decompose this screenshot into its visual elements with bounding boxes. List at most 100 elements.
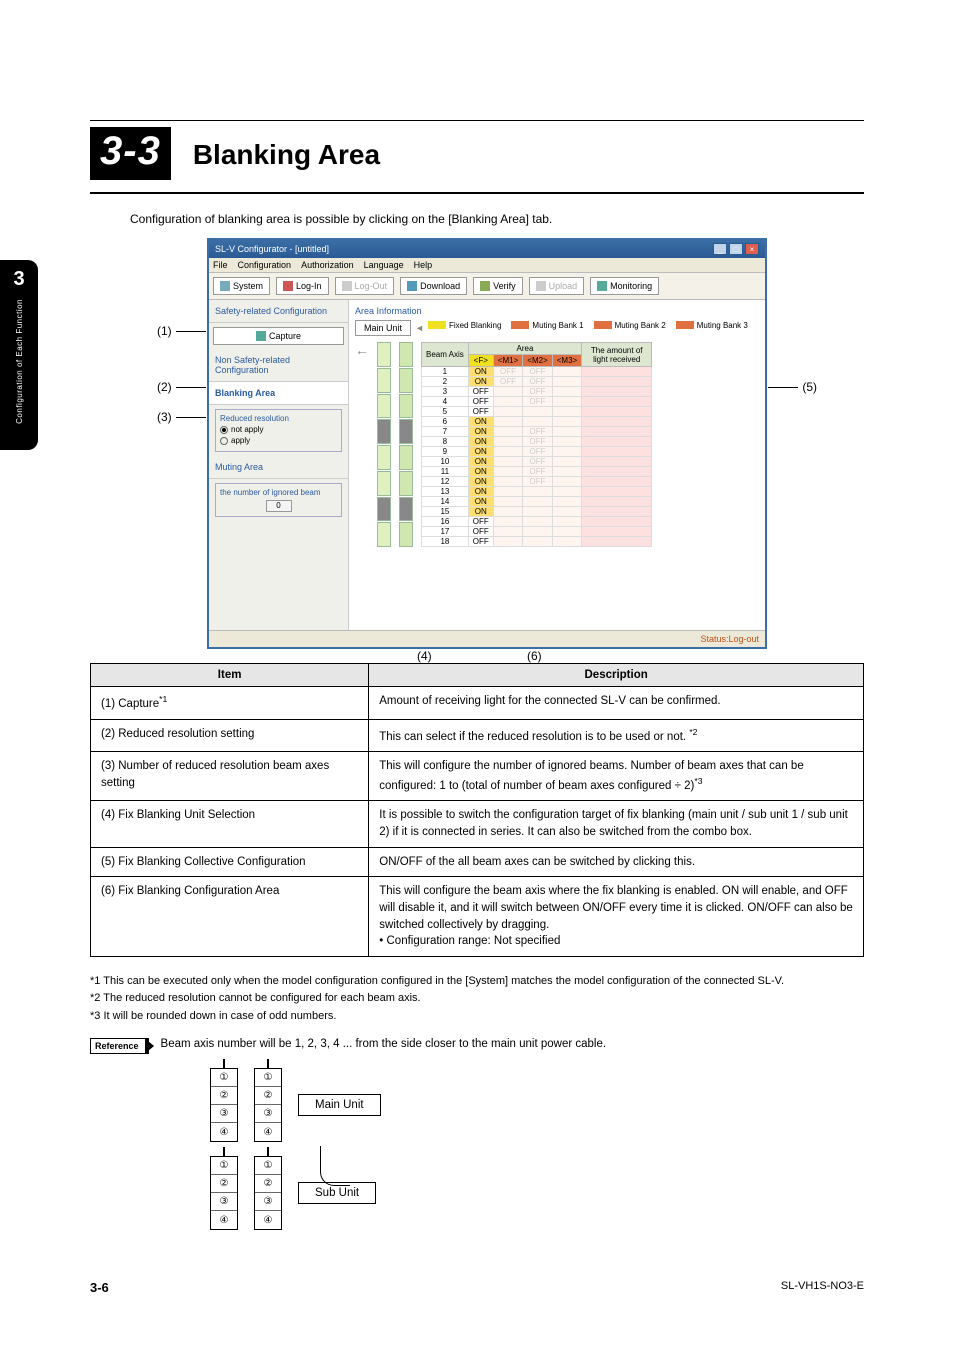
toolbar-monitoring[interactable]: Monitoring — [590, 277, 659, 295]
beam-strip-right — [399, 342, 413, 547]
app-body: Safety-related Configuration Capture Non… — [209, 300, 765, 630]
description-table: Item Description (1) Capture*1Amount of … — [90, 663, 864, 957]
table-row: (5) Fix Blanking Collective Configuratio… — [91, 847, 864, 877]
th-light: The amount of light received — [582, 343, 652, 367]
capture-button[interactable]: Capture — [213, 327, 344, 345]
minimize-icon[interactable]: _ — [713, 243, 727, 255]
radio-apply[interactable]: apply — [220, 436, 337, 445]
beam-row[interactable]: 1ONOFFOFF — [422, 367, 652, 377]
beam-row[interactable]: 7ONOFF — [422, 427, 652, 437]
table-row: (3) Number of reduced resolution beam ax… — [91, 752, 864, 801]
area-info-header: Area Information — [355, 306, 759, 316]
intro-paragraph: Configuration of blanking area is possib… — [130, 212, 864, 226]
callout-2: (2) — [157, 380, 206, 394]
window-title: SL-V Configurator - [untitled] — [215, 244, 329, 254]
menu-authorization[interactable]: Authorization — [301, 260, 354, 270]
main-unit-selector[interactable]: Main Unit — [355, 320, 411, 336]
callout-4: (4) — [417, 649, 432, 663]
ignored-beam-field[interactable]: 0 — [266, 500, 292, 512]
beam-row[interactable]: 8ONOFF — [422, 437, 652, 447]
th-f[interactable]: <F> — [468, 355, 493, 367]
reference-text: Beam axis number will be 1, 2, 3, 4 ... … — [161, 1038, 607, 1050]
footnote-2: *2 The reduced resolution cannot be conf… — [90, 990, 864, 1007]
menu-file[interactable]: File — [213, 260, 228, 270]
menu-configuration[interactable]: Configuration — [238, 260, 292, 270]
legend: Fixed Blanking Muting Bank 1 Muting Bank… — [428, 321, 748, 330]
toolbar-upload[interactable]: Upload — [529, 277, 585, 295]
th-beam-axis: Beam Axis — [422, 343, 469, 367]
window-titlebar: SL-V Configurator - [untitled] _ □ × — [209, 240, 765, 258]
reference-row: Reference Beam axis number will be 1, 2,… — [90, 1038, 864, 1054]
reduced-res-header: Reduced resolution — [220, 414, 337, 423]
beam-row[interactable]: 18OFF — [422, 537, 652, 547]
beam-row[interactable]: 14ON — [422, 497, 652, 507]
series-connection-wire — [320, 1146, 350, 1186]
chapter-side-tab: 3 Configuration of Each Function — [0, 260, 38, 450]
beam-row[interactable]: 11ONOFF — [422, 467, 652, 477]
callout-5: (5) — [768, 380, 817, 394]
section-title: Blanking Area — [193, 139, 380, 171]
screenshot-figure: (1) (2) (3) (5) SL-V Configurator - [unt… — [157, 238, 797, 649]
reduced-resolution-panel: Reduced resolution not apply apply — [215, 409, 342, 452]
table-row: (1) Capture*1Amount of receiving light f… — [91, 687, 864, 720]
chapter-label: Configuration of Each Function — [15, 299, 24, 424]
table-row: (4) Fix Blanking Unit SelectionIt is pos… — [91, 801, 864, 847]
beam-row[interactable]: 9ONOFF — [422, 447, 652, 457]
callout-1: (1) — [157, 324, 206, 338]
nav-safety-config[interactable]: Safety-related Configuration — [209, 300, 348, 323]
nav-blanking-area[interactable]: Blanking Area — [209, 382, 348, 405]
th-m3: <M3> — [552, 355, 581, 367]
th-m2: <M2> — [523, 355, 552, 367]
left-nav-panel: Safety-related Configuration Capture Non… — [209, 300, 349, 630]
nav-muting-area[interactable]: Muting Area — [209, 456, 348, 479]
nav-non-safety-config[interactable]: Non Safety-related Configuration — [209, 349, 348, 382]
maximize-icon[interactable]: □ — [729, 243, 743, 255]
toolbar-logout[interactable]: Log-Out — [335, 277, 395, 295]
page-number: 3-6 — [90, 1280, 109, 1295]
ignored-beam-header: the number of ignored beam — [220, 488, 337, 497]
beam-visualization: ← Beam Axis Area The amount of light rec… — [355, 342, 759, 547]
beam-row[interactable]: 6ON — [422, 417, 652, 427]
toolbar-system[interactable]: System — [213, 277, 270, 295]
beam-row[interactable]: 16OFF — [422, 517, 652, 527]
main-unit-col-a: ① ② ③ ④ — [210, 1068, 238, 1142]
beam-strip-left — [377, 342, 391, 547]
main-unit-col-b: ① ② ③ ④ — [254, 1068, 282, 1142]
beam-row[interactable]: 10ONOFF — [422, 457, 652, 467]
sub-unit-col-b: ① ② ③ ④ — [254, 1156, 282, 1230]
menubar: File Configuration Authorization Languag… — [209, 258, 765, 273]
th-area: Area — [468, 343, 581, 355]
menu-language[interactable]: Language — [364, 260, 404, 270]
section-header: 3-3 Blanking Area — [90, 120, 864, 194]
close-icon[interactable]: × — [745, 243, 759, 255]
chapter-number: 3 — [13, 268, 24, 291]
beam-row[interactable]: 4OFFOFF — [422, 397, 652, 407]
th-item: Item — [91, 664, 369, 687]
status-bar: Status:Log-out — [209, 630, 765, 647]
sub-unit-col-a: ① ② ③ ④ — [210, 1156, 238, 1230]
toolbar-login[interactable]: Log-In — [276, 277, 329, 295]
callout-3: (3) — [157, 410, 206, 424]
beam-row[interactable]: 13ON — [422, 487, 652, 497]
footnotes: *1 This can be executed only when the mo… — [90, 973, 864, 1025]
radio-not-apply[interactable]: not apply — [220, 425, 337, 434]
beam-row[interactable]: 15ON — [422, 507, 652, 517]
main-unit-label: Main Unit — [298, 1094, 381, 1116]
toolbar-verify[interactable]: Verify — [473, 277, 523, 295]
area-info-panel: Area Information Main Unit ◄ Fixed Blank… — [349, 300, 765, 630]
beam-row[interactable]: 12ONOFF — [422, 477, 652, 487]
beam-row[interactable]: 17OFF — [422, 527, 652, 537]
menu-help[interactable]: Help — [414, 260, 433, 270]
beam-axis-table: Beam Axis Area The amount of light recei… — [421, 342, 652, 547]
reference-tag: Reference — [90, 1038, 149, 1054]
table-row: (2) Reduced resolution settingThis can s… — [91, 719, 864, 752]
unit-beam-diagram: ① ② ③ ④ ① ② ③ ④ Main Unit ① ② ③ ④ ① ② ③ … — [210, 1068, 864, 1230]
doc-id: SL-VH1S-NO3-E — [781, 1280, 864, 1295]
footnote-1: *1 This can be executed only when the mo… — [90, 973, 864, 990]
beam-row[interactable]: 3OFFOFF — [422, 387, 652, 397]
footnote-3: *3 It will be rounded down in case of od… — [90, 1008, 864, 1025]
callout-6: (6) — [527, 649, 542, 663]
beam-row[interactable]: 5OFF — [422, 407, 652, 417]
beam-row[interactable]: 2ONOFFOFF — [422, 377, 652, 387]
toolbar-download[interactable]: Download — [400, 277, 467, 295]
